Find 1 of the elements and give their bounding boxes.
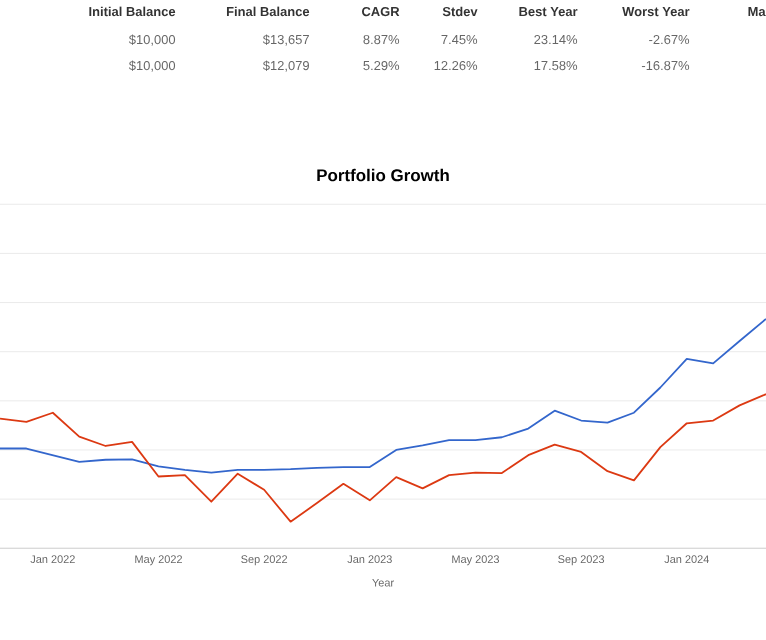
chart-title: Portfolio Growth (317, 168, 449, 182)
